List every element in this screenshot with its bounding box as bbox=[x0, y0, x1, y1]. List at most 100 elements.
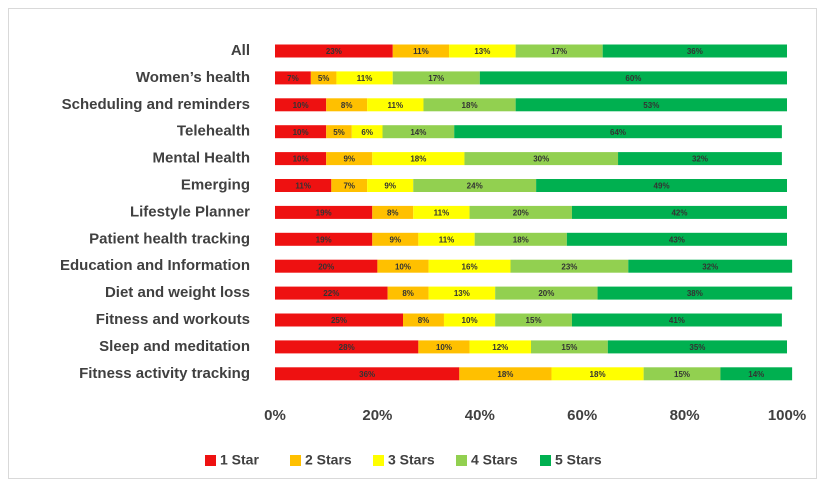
legend-swatch bbox=[290, 455, 301, 466]
data-label: 14% bbox=[410, 128, 426, 137]
bar-segment bbox=[531, 340, 608, 354]
data-label: 32% bbox=[702, 262, 718, 271]
bar-segment bbox=[372, 205, 414, 219]
bar-segment bbox=[403, 313, 444, 327]
data-label: 10% bbox=[436, 343, 452, 352]
bar-segment bbox=[474, 232, 567, 246]
data-label: 6% bbox=[361, 128, 373, 137]
bar-segment bbox=[413, 205, 470, 219]
data-label: 60% bbox=[625, 74, 641, 83]
data-label: 18% bbox=[590, 370, 606, 379]
data-label: 17% bbox=[551, 47, 567, 56]
data-label: 30% bbox=[533, 155, 549, 164]
data-label: 11% bbox=[388, 101, 404, 110]
bar-segment bbox=[495, 313, 572, 327]
bar-segment bbox=[336, 71, 393, 85]
data-label: 16% bbox=[462, 262, 478, 271]
bar-segment bbox=[367, 179, 414, 192]
data-label: 36% bbox=[687, 47, 703, 56]
data-label: 10% bbox=[395, 262, 411, 271]
data-label: 19% bbox=[316, 235, 332, 244]
bar-segment bbox=[275, 98, 327, 112]
bar-segment bbox=[469, 340, 531, 354]
data-label: 23% bbox=[326, 47, 342, 56]
bar-segment bbox=[510, 259, 629, 273]
data-label: 18% bbox=[497, 370, 513, 379]
y-tick-label: Sleep and meditation bbox=[99, 338, 250, 355]
y-tick-label: Fitness and workouts bbox=[96, 311, 250, 328]
bar-segment bbox=[459, 367, 552, 381]
bar-segment bbox=[423, 98, 516, 112]
bar-segment bbox=[326, 98, 368, 112]
legend-swatch bbox=[540, 455, 551, 466]
bar-segment bbox=[720, 367, 793, 381]
bar-segment bbox=[275, 125, 327, 139]
data-label: 8% bbox=[341, 101, 353, 110]
bar-segment bbox=[351, 125, 383, 139]
data-label: 20% bbox=[538, 289, 554, 298]
data-label: 11% bbox=[413, 47, 429, 56]
data-label: 9% bbox=[390, 235, 402, 244]
bar-segment bbox=[310, 71, 337, 85]
bar-segment bbox=[372, 152, 465, 166]
data-label: 53% bbox=[643, 101, 659, 110]
legend-swatch bbox=[373, 455, 384, 466]
data-label: 28% bbox=[339, 343, 355, 352]
legend-label: 4 Stars bbox=[471, 452, 518, 468]
data-label: 11% bbox=[357, 74, 373, 83]
y-tick-label: All bbox=[231, 42, 250, 59]
bar-segment bbox=[618, 152, 782, 166]
bar-segment bbox=[602, 44, 787, 58]
data-label: 17% bbox=[428, 74, 444, 83]
bar-segment bbox=[479, 71, 787, 85]
data-label: 38% bbox=[687, 289, 703, 298]
data-label: 18% bbox=[513, 235, 529, 244]
data-label: 20% bbox=[318, 262, 334, 271]
data-label: 5% bbox=[333, 128, 345, 137]
bar-segment bbox=[454, 125, 782, 139]
data-label: 25% bbox=[331, 316, 347, 325]
data-label: 7% bbox=[287, 74, 299, 83]
data-label: 36% bbox=[359, 370, 375, 379]
data-label: 5% bbox=[318, 74, 330, 83]
y-tick-label: Education and Information bbox=[60, 257, 250, 274]
bar-segment bbox=[413, 179, 537, 192]
bar-segment bbox=[367, 98, 424, 112]
bar-segment bbox=[643, 367, 721, 381]
bar-segment bbox=[275, 232, 373, 246]
data-label: 18% bbox=[462, 101, 478, 110]
data-label: 32% bbox=[692, 155, 708, 164]
bar-segment bbox=[571, 313, 782, 327]
legend-label: 5 Stars bbox=[555, 452, 602, 468]
bar-segment bbox=[628, 259, 793, 273]
bar-segment bbox=[418, 232, 475, 246]
data-label: 9% bbox=[384, 182, 396, 191]
data-label: 11% bbox=[439, 235, 455, 244]
data-label: 8% bbox=[418, 316, 430, 325]
x-tick-label: 40% bbox=[465, 407, 495, 424]
bar-segment bbox=[275, 71, 311, 85]
legend-label: 2 Stars bbox=[305, 452, 352, 468]
y-tick-label: Emerging bbox=[181, 176, 250, 193]
data-label: 64% bbox=[610, 128, 626, 137]
data-label: 19% bbox=[316, 209, 332, 218]
data-label: 15% bbox=[674, 370, 690, 379]
data-label: 10% bbox=[293, 128, 309, 137]
data-label: 11% bbox=[434, 209, 450, 218]
data-label: 10% bbox=[293, 155, 309, 164]
bar-segment bbox=[275, 259, 378, 273]
bar-segment bbox=[571, 205, 787, 219]
x-tick-label: 80% bbox=[670, 407, 700, 424]
data-label: 23% bbox=[561, 262, 577, 271]
bar-segment bbox=[515, 44, 603, 58]
data-label: 13% bbox=[474, 47, 490, 56]
bar-segment bbox=[275, 286, 388, 300]
bar-segment bbox=[382, 125, 455, 139]
bar-segment bbox=[607, 340, 787, 354]
bar-segment bbox=[377, 259, 429, 273]
y-tick-label: Women’s health bbox=[136, 69, 250, 86]
bar-segment bbox=[275, 205, 373, 219]
legend-label: 3 Stars bbox=[388, 452, 435, 468]
x-tick-label: 100% bbox=[768, 407, 806, 424]
